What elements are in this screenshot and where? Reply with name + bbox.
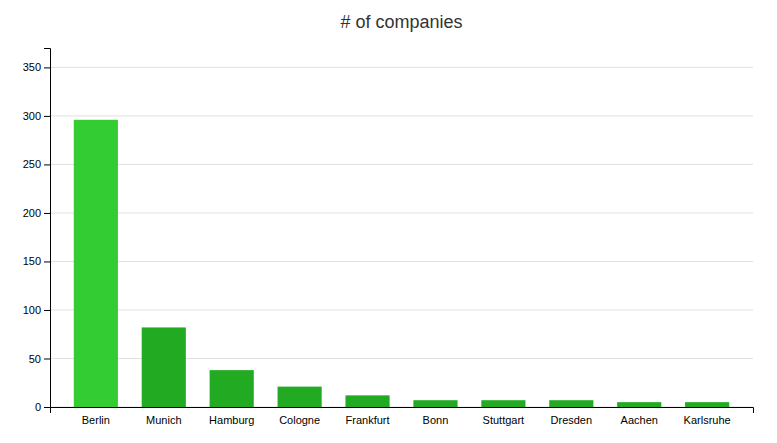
- grid-line: [50, 309, 753, 310]
- y-tick-label: 200: [23, 207, 41, 219]
- x-tick: Frankfurt: [346, 414, 390, 426]
- x-tick: Berlin: [82, 414, 110, 426]
- bars: [74, 120, 729, 407]
- grid-line: [50, 115, 753, 116]
- y-tick-mark: [44, 407, 50, 408]
- x-tick: Hamburg: [209, 414, 254, 426]
- x-tick-label: Cologne: [279, 414, 320, 426]
- x-tick: Cologne: [279, 414, 320, 426]
- chart-container: 0 50 100 150 200 250 300 350 Berlin Munich Hamburg…: [0, 0, 777, 443]
- y-tick: 350: [23, 61, 50, 73]
- y-tick-label: 0: [35, 401, 41, 413]
- y-tick-mark: [44, 67, 50, 68]
- x-tick: Munich: [146, 414, 181, 426]
- bar: [278, 387, 322, 407]
- y-tick: 200: [23, 207, 50, 219]
- plot-area: 0 50 100 150 200 250 300 350 Berlin Munich Hamburg…: [23, 49, 754, 426]
- y-tick-label: 300: [23, 110, 41, 122]
- x-tick-label: Munich: [146, 414, 181, 426]
- y-tick: 100: [23, 304, 50, 316]
- x-tick-label: Berlin: [82, 414, 110, 426]
- y-tick-mark: [44, 116, 50, 117]
- chart-svg: 0 50 100 150 200 250 300 350 Berlin Munich Hamburg…: [0, 0, 777, 443]
- bar: [617, 402, 661, 407]
- y-tick-mark: [44, 358, 50, 359]
- x-axis-line: [51, 408, 754, 414]
- x-tick: Stuttgart: [483, 414, 525, 426]
- x-tick-label: Stuttgart: [483, 414, 525, 426]
- y-tick-mark: [44, 310, 50, 311]
- y-tick-mark: [44, 261, 50, 262]
- bar: [74, 120, 118, 407]
- x-tick-label: Bonn: [423, 414, 449, 426]
- x-tick-label: Dresden: [551, 414, 593, 426]
- grid-line: [50, 261, 753, 262]
- y-tick-label: 50: [29, 353, 41, 365]
- y-tick-label: 350: [23, 61, 41, 73]
- x-tick-label: Hamburg: [209, 414, 254, 426]
- y-tick: 300: [23, 110, 50, 122]
- x-tick-label: Frankfurt: [346, 414, 390, 426]
- title: # of companies: [340, 12, 462, 32]
- x-tick: Bonn: [423, 414, 449, 426]
- grid-line: [50, 164, 753, 165]
- y-tick-mark: [44, 213, 50, 214]
- bar: [210, 370, 254, 407]
- y-tick-label: 250: [23, 158, 41, 170]
- x-tick: Aachen: [621, 414, 658, 426]
- y-tick: 250: [23, 158, 50, 170]
- y-tick-label: 100: [23, 304, 41, 316]
- x-tick-label: Karlsruhe: [684, 414, 731, 426]
- bar: [685, 402, 729, 407]
- bar: [481, 400, 525, 407]
- y-tick-mark: [44, 164, 50, 165]
- bar: [142, 327, 186, 407]
- x-tick: Karlsruhe: [684, 414, 731, 426]
- bar: [345, 395, 389, 407]
- grid-line: [50, 212, 753, 213]
- x-tick-label: Aachen: [621, 414, 658, 426]
- y-tick: 50: [29, 353, 50, 365]
- x-axis: Berlin Munich Hamburg Cologne Frankfurt Bonn S…: [51, 408, 754, 426]
- bar: [413, 400, 457, 407]
- y-axis-line: [44, 49, 51, 408]
- bar: [549, 400, 593, 407]
- y-axis: 0 50 100 150 200 250 300 350: [23, 49, 51, 414]
- x-tick: Dresden: [551, 414, 593, 426]
- grid-line: [50, 67, 753, 68]
- y-tick: 0: [35, 401, 50, 413]
- y-tick: 150: [23, 255, 50, 267]
- grid: [50, 67, 753, 407]
- y-tick-label: 150: [23, 255, 41, 267]
